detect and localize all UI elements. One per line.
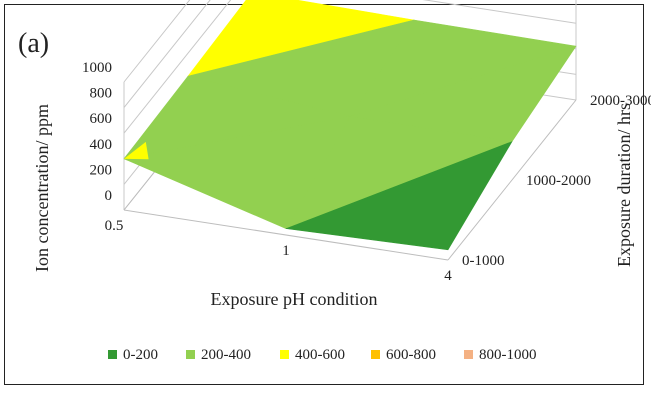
surface-facet bbox=[285, 141, 513, 251]
floor-edge bbox=[447, 99, 577, 261]
x-tick-label: 1 bbox=[282, 243, 290, 259]
legend-swatch bbox=[108, 350, 117, 359]
z-axis-label: Exposure duration/ hrs bbox=[614, 103, 634, 267]
z-tick-label: 1000-2000 bbox=[526, 173, 591, 189]
surface-plot bbox=[123, 0, 577, 251]
x-tick-labels: 0.5 1 4 bbox=[105, 218, 453, 284]
legend-label: 800-1000 bbox=[479, 347, 537, 363]
x-axis-label: Exposure pH condition bbox=[211, 289, 378, 309]
y-tick-label: 200 bbox=[90, 162, 113, 178]
legend-label: 200-400 bbox=[201, 347, 251, 363]
legend-swatch bbox=[371, 350, 380, 359]
gridline bbox=[123, 0, 211, 108]
y-tick-label: 1000 bbox=[82, 60, 112, 76]
surface-facet-peak bbox=[124, 141, 149, 160]
y-tick-label: 400 bbox=[90, 137, 113, 153]
z-tick-label: 0-1000 bbox=[462, 253, 505, 269]
floor-edge bbox=[123, 209, 449, 261]
y-tick-label: 800 bbox=[90, 86, 113, 102]
z-tick-labels: 0-1000 1000-2000 2000-3000 bbox=[462, 93, 651, 269]
y-axis-label: Ion concentration/ ppm bbox=[32, 104, 52, 272]
legend-swatch bbox=[280, 350, 289, 359]
legend-label: 0-200 bbox=[123, 347, 158, 363]
legend-label: 400-600 bbox=[295, 347, 345, 363]
legend-swatch bbox=[464, 350, 473, 359]
x-tick-label: 0.5 bbox=[105, 218, 124, 234]
y-tick-label: 0 bbox=[105, 188, 113, 204]
y-tick-label: 600 bbox=[90, 111, 113, 127]
legend-swatch bbox=[186, 350, 195, 359]
legend-label: 600-800 bbox=[386, 347, 436, 363]
x-tick-label: 4 bbox=[444, 268, 452, 284]
z-tick-label: 2000-3000 bbox=[590, 93, 651, 109]
gridline bbox=[123, 0, 577, 134]
gridline bbox=[123, 0, 191, 83]
panel-label: (a) bbox=[18, 28, 49, 59]
legend: 0-200 200-400 400-600 600-800 800-1000 bbox=[108, 347, 537, 363]
y-tick-labels: 0 200 400 600 800 1000 bbox=[82, 60, 112, 204]
surface-facet bbox=[123, 116, 351, 229]
